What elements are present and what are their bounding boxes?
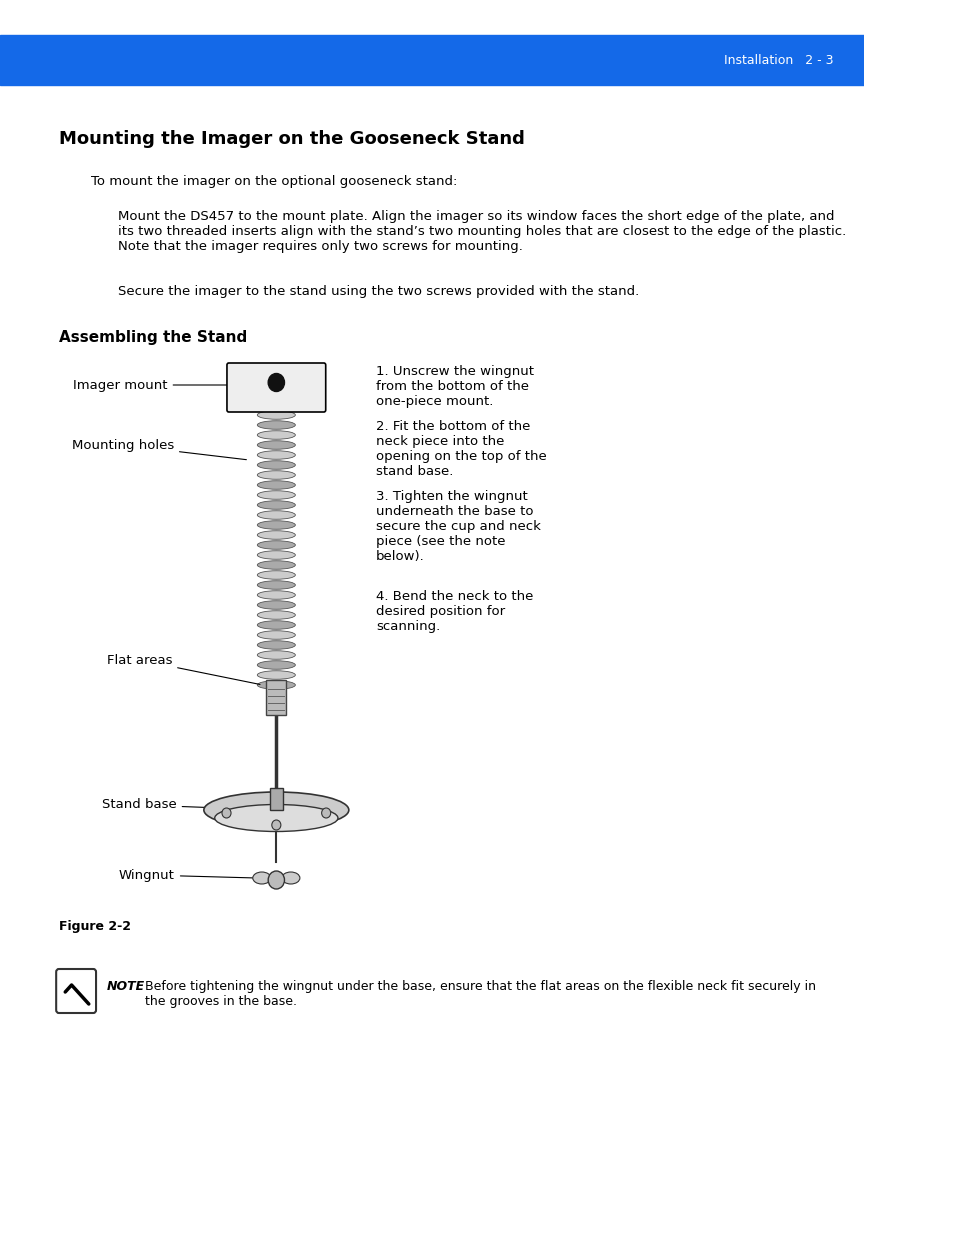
Ellipse shape bbox=[257, 461, 295, 469]
Ellipse shape bbox=[214, 804, 337, 831]
Ellipse shape bbox=[257, 571, 295, 579]
Ellipse shape bbox=[257, 651, 295, 659]
FancyBboxPatch shape bbox=[227, 363, 325, 412]
Text: Mounting holes: Mounting holes bbox=[71, 438, 246, 459]
Text: 3. Tighten the wingnut
underneath the base to
secure the cup and neck
piece (see: 3. Tighten the wingnut underneath the ba… bbox=[375, 490, 540, 563]
Ellipse shape bbox=[204, 792, 349, 827]
Circle shape bbox=[222, 808, 231, 818]
Ellipse shape bbox=[257, 441, 295, 450]
Circle shape bbox=[321, 808, 331, 818]
Bar bbox=[0, 35, 863, 85]
Text: 4. Bend the neck to the
desired position for
scanning.: 4. Bend the neck to the desired position… bbox=[375, 590, 533, 634]
Text: Mounting the Imager on the Gooseneck Stand: Mounting the Imager on the Gooseneck Sta… bbox=[59, 130, 524, 148]
Ellipse shape bbox=[257, 531, 295, 540]
Ellipse shape bbox=[257, 451, 295, 459]
Text: Wingnut: Wingnut bbox=[119, 868, 253, 882]
Ellipse shape bbox=[253, 872, 271, 884]
Ellipse shape bbox=[257, 641, 295, 650]
Ellipse shape bbox=[257, 671, 295, 679]
Ellipse shape bbox=[257, 411, 295, 419]
Ellipse shape bbox=[257, 471, 295, 479]
Text: Flat areas: Flat areas bbox=[107, 653, 260, 684]
Ellipse shape bbox=[257, 521, 295, 530]
Ellipse shape bbox=[257, 551, 295, 559]
Ellipse shape bbox=[257, 611, 295, 619]
Ellipse shape bbox=[257, 680, 295, 689]
Circle shape bbox=[272, 820, 280, 830]
Ellipse shape bbox=[257, 580, 295, 589]
Ellipse shape bbox=[257, 631, 295, 640]
Ellipse shape bbox=[257, 541, 295, 550]
Text: Installation   2 - 3: Installation 2 - 3 bbox=[723, 53, 833, 67]
Circle shape bbox=[268, 373, 284, 391]
Text: Imager mount: Imager mount bbox=[73, 378, 237, 391]
Ellipse shape bbox=[257, 621, 295, 630]
Ellipse shape bbox=[257, 480, 295, 489]
Ellipse shape bbox=[257, 600, 295, 609]
Ellipse shape bbox=[257, 511, 295, 519]
Circle shape bbox=[268, 871, 284, 889]
Text: Stand base: Stand base bbox=[102, 799, 219, 811]
Text: Assembling the Stand: Assembling the Stand bbox=[59, 330, 247, 345]
Text: Secure the imager to the stand using the two screws provided with the stand.: Secure the imager to the stand using the… bbox=[117, 285, 639, 298]
Text: Before tightening the wingnut under the base, ensure that the flat areas on the : Before tightening the wingnut under the … bbox=[145, 981, 815, 1008]
Text: NOTE: NOTE bbox=[107, 981, 145, 993]
FancyBboxPatch shape bbox=[56, 969, 96, 1013]
Text: Figure 2-2: Figure 2-2 bbox=[59, 920, 131, 932]
Ellipse shape bbox=[257, 561, 295, 569]
Ellipse shape bbox=[281, 872, 299, 884]
Ellipse shape bbox=[257, 421, 295, 430]
Text: 1. Unscrew the wingnut
from the bottom of the
one-piece mount.: 1. Unscrew the wingnut from the bottom o… bbox=[375, 366, 534, 408]
Text: Mount the DS457 to the mount plate. Align the imager so its window faces the sho: Mount the DS457 to the mount plate. Alig… bbox=[117, 210, 845, 253]
Text: To mount the imager on the optional gooseneck stand:: To mount the imager on the optional goos… bbox=[91, 175, 456, 188]
Ellipse shape bbox=[257, 431, 295, 440]
Bar bbox=[270, 788, 282, 810]
Ellipse shape bbox=[257, 490, 295, 499]
Ellipse shape bbox=[257, 590, 295, 599]
Ellipse shape bbox=[257, 661, 295, 669]
Bar bbox=[266, 680, 286, 715]
Text: 2. Fit the bottom of the
neck piece into the
opening on the top of the
stand bas: 2. Fit the bottom of the neck piece into… bbox=[375, 420, 546, 478]
Ellipse shape bbox=[257, 500, 295, 509]
